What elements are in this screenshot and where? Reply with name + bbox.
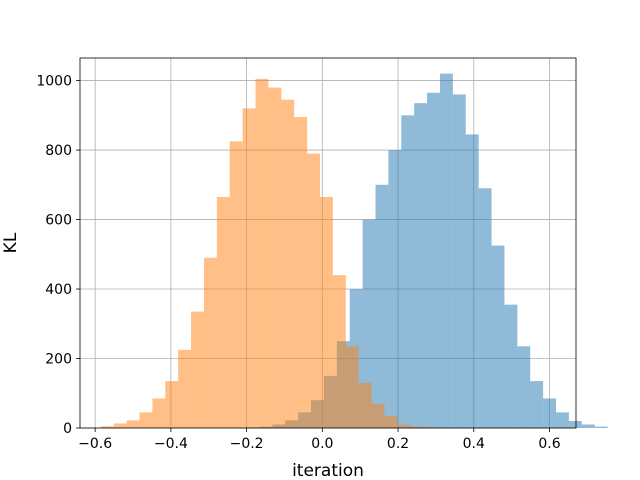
histogram-bar-series-2	[410, 426, 424, 428]
histogram-bar-series-2	[100, 426, 114, 428]
histogram-bar-series-1	[568, 421, 582, 428]
y-axis-label: KL	[1, 232, 21, 253]
x-tick-label: 0.2	[387, 436, 409, 452]
y-tick-label: 400	[45, 282, 72, 298]
histogram-bar-series-2	[332, 275, 346, 428]
histogram-bar-series-2	[345, 346, 359, 428]
histogram-bars	[100, 73, 608, 429]
histogram-bar-series-2	[384, 415, 398, 428]
histogram-bar-series-1	[439, 73, 453, 429]
histogram-bar-series-2	[229, 141, 243, 428]
axis-ticks: −0.6 −0.4 −0.2 0.0 0.2 0.4 0.6 0 200 400 600 800 100…	[36, 74, 560, 452]
histogram-bar-series-2	[126, 420, 140, 428]
x-axis-label: iteration	[292, 461, 364, 480]
histogram-bar-series-1	[530, 381, 544, 428]
histogram-bar-series-1	[388, 150, 402, 428]
y-tick-label: 0	[63, 421, 72, 437]
histogram-bar-series-1	[414, 103, 428, 429]
histogram-bar-series-2	[371, 403, 385, 428]
histogram-bar-series-1	[594, 426, 608, 428]
histogram-bar-series-1	[543, 398, 557, 428]
y-tick-label: 600	[45, 213, 72, 229]
histogram-bar-series-2	[139, 412, 153, 428]
x-tick-label: −0.6	[78, 436, 112, 452]
y-tick-label: 800	[45, 143, 72, 159]
plot-frame	[79, 57, 577, 429]
histogram-bar-series-2	[307, 153, 320, 428]
histogram-bar-series-1	[375, 184, 389, 428]
histogram-bar-series-1	[478, 188, 492, 428]
histogram-bar-series-2	[358, 382, 372, 428]
histogram-bar-series-1	[465, 134, 479, 428]
histogram-bar-series-2	[281, 99, 295, 429]
histogram-bar-series-1	[427, 92, 440, 428]
histogram-bar-series-1	[452, 94, 466, 428]
histogram-bar-series-2	[191, 311, 204, 428]
histogram-bar-series-2	[216, 196, 230, 428]
histogram-bar-series-1	[517, 346, 531, 428]
histogram-bar-series-2	[242, 108, 256, 429]
histogram-bar-series-1	[556, 412, 569, 428]
y-tick-label: 200	[45, 352, 72, 368]
histogram-bar-series-2	[165, 381, 179, 428]
x-tick-label: 0.0	[311, 436, 333, 452]
histogram-bar-series-2	[268, 87, 282, 428]
histogram-bar-series-1	[504, 304, 518, 428]
x-tick-label: 0.6	[538, 436, 560, 452]
histogram-bar-series-2	[255, 78, 269, 429]
histogram-bar-series-2	[319, 196, 333, 428]
histogram-bar-series-1	[581, 424, 595, 428]
histogram-bar-series-1	[362, 219, 376, 428]
histogram-bar-series-2	[203, 257, 217, 428]
y-tick-label: 1000	[36, 74, 72, 90]
histogram-bar-series-2	[113, 423, 127, 428]
histogram-bar-series-1	[491, 245, 505, 428]
histogram-bar-series-2	[152, 398, 166, 428]
x-tick-label: −0.2	[230, 436, 264, 452]
histogram-bar-series-1	[401, 115, 415, 428]
histogram-bar-series-2	[178, 349, 192, 428]
x-tick-label: 0.4	[463, 436, 485, 452]
x-tick-label: −0.4	[154, 436, 188, 452]
histogram-bar-series-2	[294, 117, 308, 428]
histogram-bar-series-2	[397, 424, 411, 428]
